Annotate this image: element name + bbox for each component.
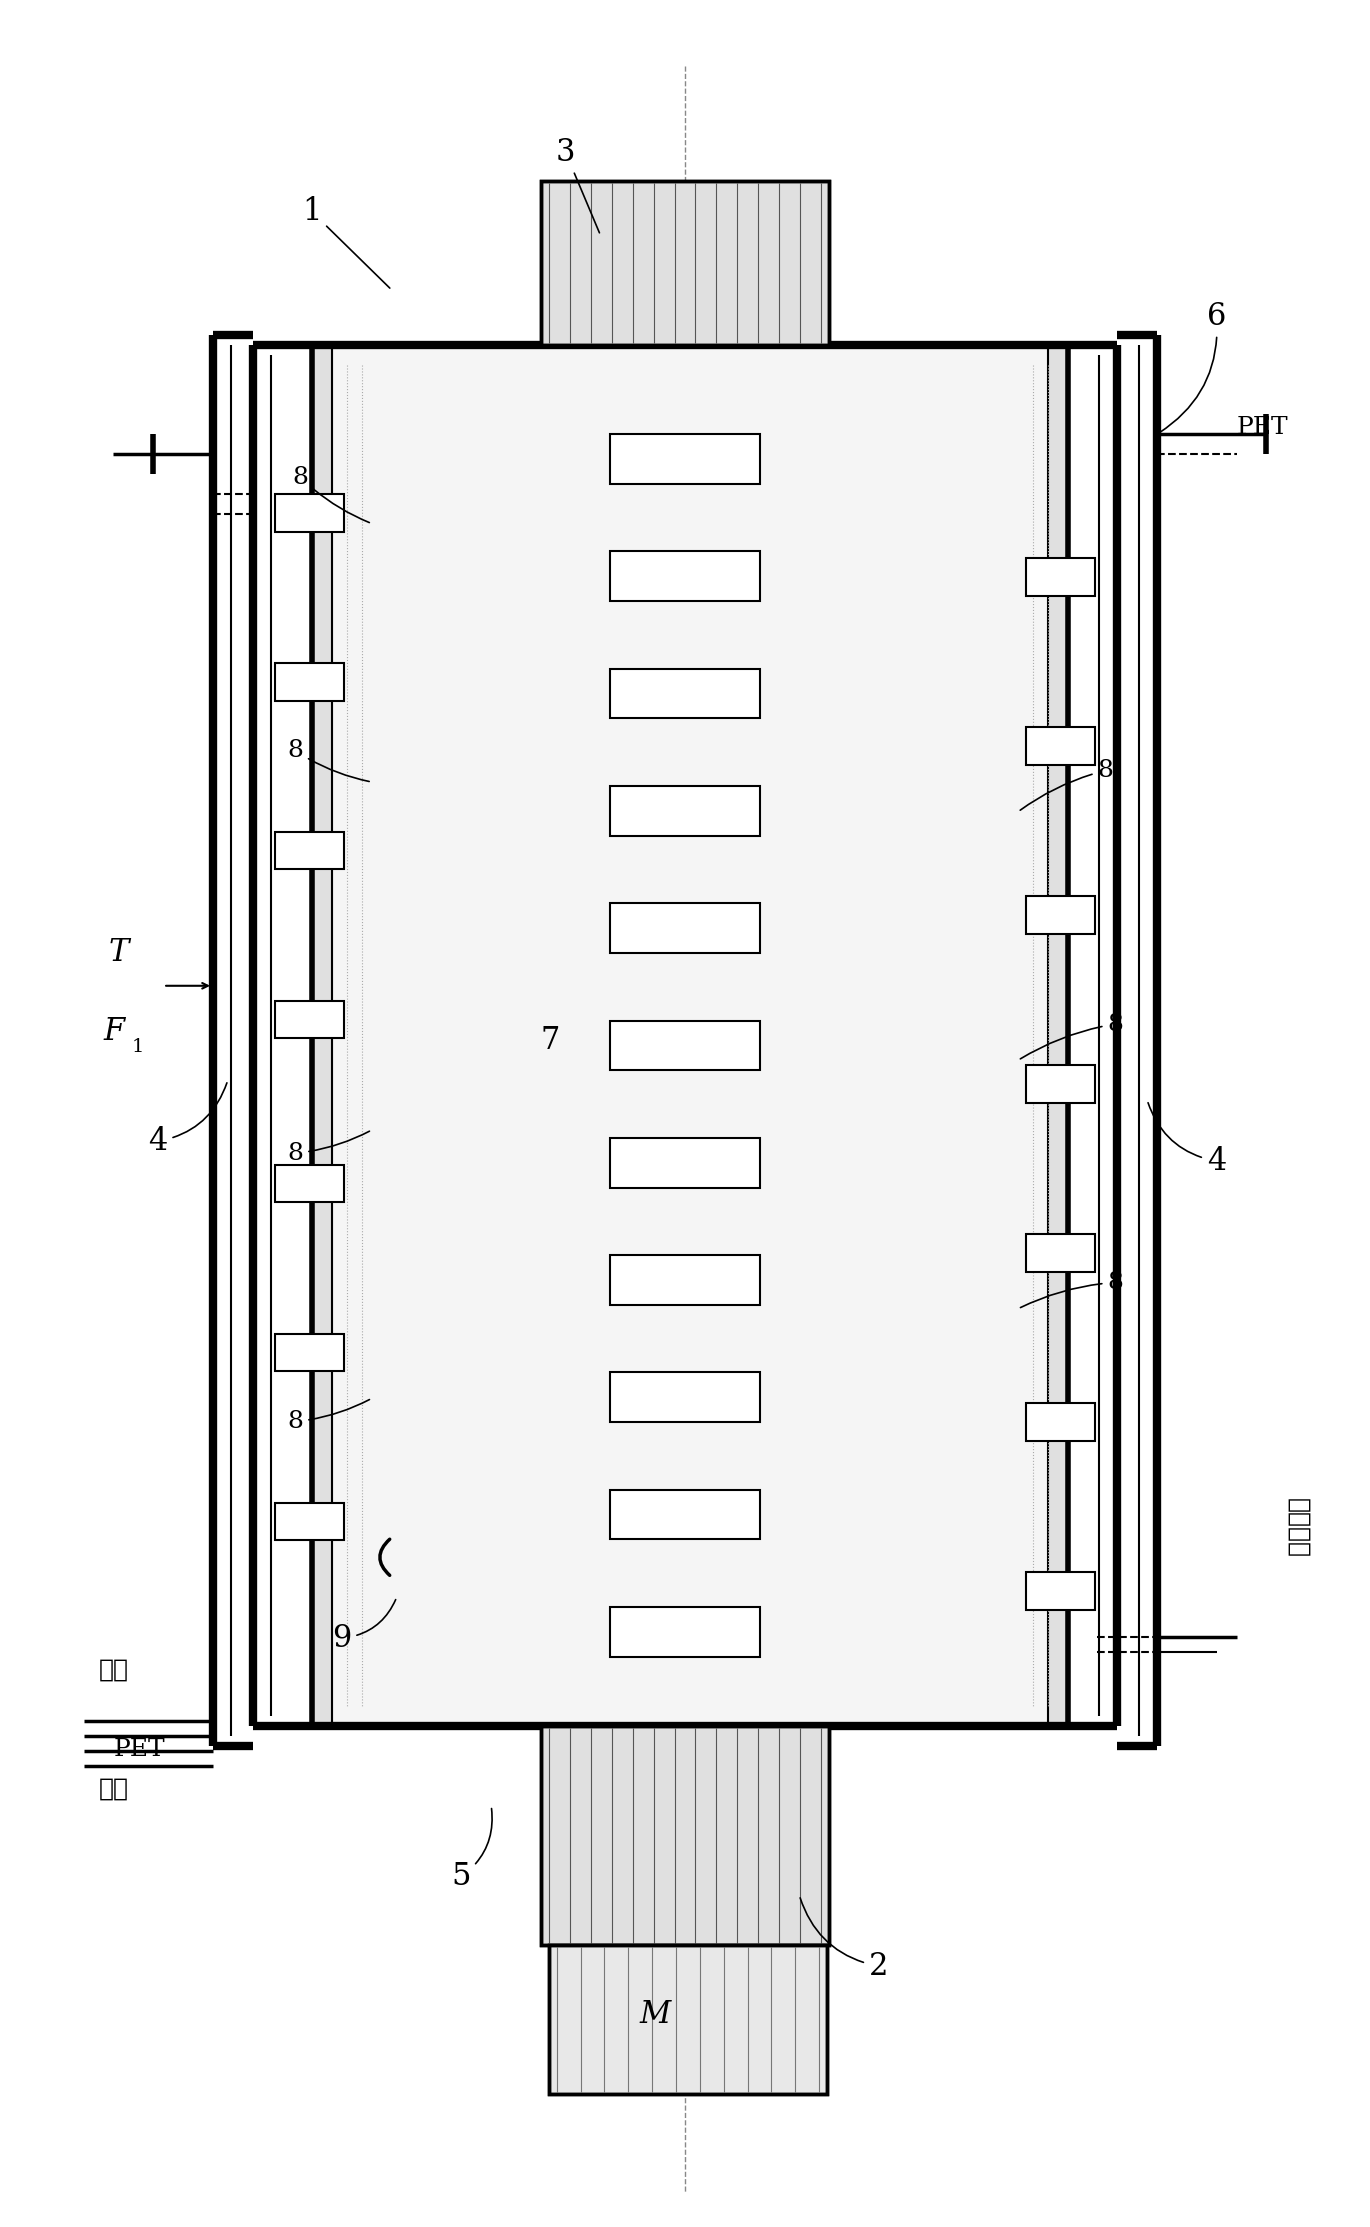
Bar (1026, 1234, 1096, 1272)
Bar (541, 1726, 829, 1944)
Bar (611, 1138, 759, 1187)
Text: 8: 8 (288, 1399, 370, 1434)
Text: 8: 8 (288, 1131, 370, 1165)
Bar (611, 786, 759, 835)
Text: 1: 1 (303, 196, 390, 287)
Text: 4: 4 (1148, 1102, 1226, 1176)
Text: 2: 2 (800, 1897, 888, 1982)
Bar (274, 1000, 344, 1038)
Bar (611, 434, 759, 483)
Text: 8: 8 (1021, 1013, 1123, 1058)
Bar (1026, 559, 1096, 597)
Bar (274, 1503, 344, 1541)
Text: 8: 8 (292, 465, 370, 523)
Text: 5: 5 (452, 1808, 492, 1893)
Bar (1026, 1403, 1096, 1441)
Text: PET: PET (1237, 416, 1288, 439)
Bar (611, 552, 759, 601)
Text: 8: 8 (1021, 1272, 1123, 1307)
Bar (611, 904, 759, 953)
Bar (541, 180, 829, 345)
Text: T: T (108, 938, 129, 969)
Text: 4: 4 (148, 1082, 227, 1156)
Bar (274, 664, 344, 702)
Text: 1: 1 (132, 1038, 144, 1056)
Bar (611, 1020, 759, 1071)
Text: 氮气: 氮气 (99, 1657, 129, 1681)
Bar (611, 668, 759, 719)
Bar (274, 1165, 344, 1203)
Bar (549, 1944, 827, 2093)
Bar (611, 1608, 759, 1657)
Text: 3: 3 (556, 136, 600, 234)
Bar (274, 1334, 344, 1372)
Text: 8: 8 (1021, 759, 1114, 811)
Text: 8: 8 (288, 739, 369, 782)
Bar (611, 1372, 759, 1423)
Bar (611, 1256, 759, 1305)
Bar (274, 831, 344, 869)
Text: F: F (104, 1016, 125, 1047)
Bar (541, 1726, 829, 1944)
Bar (1026, 1572, 1096, 1610)
Bar (274, 494, 344, 532)
Bar (611, 1490, 759, 1539)
Bar (549, 1944, 827, 2093)
Text: PET: PET (114, 1737, 166, 1762)
Bar (1026, 895, 1096, 933)
Text: 透热性油: 透热性油 (1286, 1497, 1310, 1557)
Text: 氮气: 氮气 (99, 1777, 129, 1802)
Text: 6: 6 (1159, 301, 1226, 432)
Text: M: M (640, 2000, 671, 2031)
Text: 9: 9 (332, 1599, 396, 1655)
Bar (1026, 1065, 1096, 1102)
Bar (541, 180, 829, 345)
Bar (1026, 728, 1096, 766)
Text: 7: 7 (541, 1024, 560, 1056)
